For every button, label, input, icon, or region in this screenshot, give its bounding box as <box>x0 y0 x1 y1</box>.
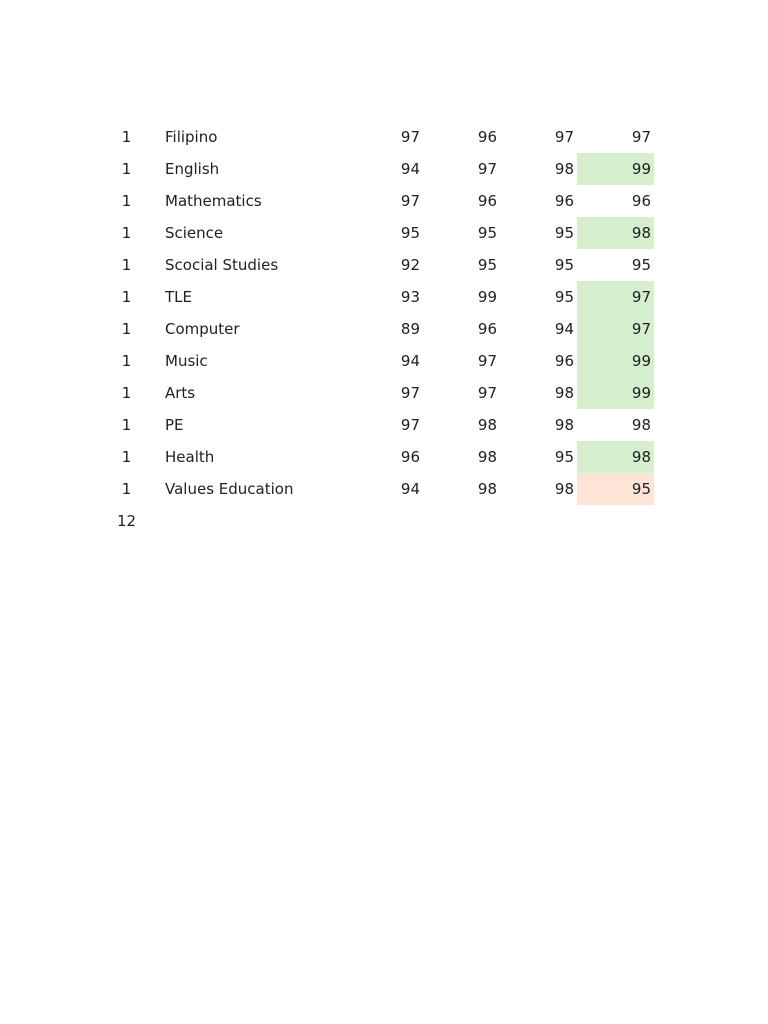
grade-cell: 94 <box>400 160 420 178</box>
grade-cell: 89 <box>400 320 420 338</box>
row-level-cell: 1 <box>121 128 132 146</box>
table-row: 1 TLE 93 99 95 97 <box>88 281 654 313</box>
row-level-cell: 1 <box>121 288 132 306</box>
grade-cell: 94 <box>554 320 574 338</box>
row-level-cell: 1 <box>121 448 132 466</box>
grade-cell: 99 <box>477 288 497 306</box>
q4-grade-cell: 95 <box>577 473 654 505</box>
grades-table: 1 Filipino 97 96 97 97 1 English 94 97 98 99 1 Mathem… <box>88 121 654 537</box>
row-level-cell: 1 <box>121 352 132 370</box>
subject-cell: TLE <box>165 288 192 306</box>
table-row: 1 Values Education 94 98 98 95 <box>88 473 654 505</box>
row-level-cell: 1 <box>121 384 132 402</box>
row-level-cell: 1 <box>121 320 132 338</box>
row-level-cell: 1 <box>121 416 132 434</box>
grade-cell: 97 <box>400 384 420 402</box>
grade-cell <box>423 505 500 537</box>
grade-cell: 97 <box>477 384 497 402</box>
subject-cell: Arts <box>165 384 196 402</box>
grade-cell: 97 <box>400 416 420 434</box>
grade-cell: 92 <box>400 256 420 274</box>
grade-cell: 95 <box>554 224 574 242</box>
grade-cell: 96 <box>554 192 574 210</box>
table-row: 1 PE 97 98 98 98 <box>88 409 654 441</box>
grade-cell: 94 <box>400 480 420 498</box>
grade-cell: 98 <box>554 384 574 402</box>
grade-cell: 95 <box>477 224 497 242</box>
q4-grade-cell: 99 <box>577 153 654 185</box>
grade-cell: 95 <box>554 288 574 306</box>
table-row: 1 Music 94 97 96 99 <box>88 345 654 377</box>
subject-cell: Health <box>165 448 215 466</box>
grade-cell: 97 <box>477 352 497 370</box>
grade-cell <box>346 505 423 537</box>
subject-cell: Scocial Studies <box>165 256 279 274</box>
table-row: 1 Science 95 95 95 98 <box>88 217 654 249</box>
grade-cell: 95 <box>400 224 420 242</box>
grade-cell: 98 <box>477 416 497 434</box>
subject-cell <box>165 505 346 537</box>
grade-cell: 96 <box>477 320 497 338</box>
q4-grade-cell: 98 <box>577 441 654 473</box>
table-row: 1 Filipino 97 96 97 97 <box>88 121 654 153</box>
grade-cell: 93 <box>400 288 420 306</box>
q4-grade-cell: 97 <box>631 128 651 146</box>
grade-cell: 97 <box>400 128 420 146</box>
grade-cell: 98 <box>477 448 497 466</box>
table-row: 1 Computer 89 96 94 97 <box>88 313 654 345</box>
grade-cell: 96 <box>477 192 497 210</box>
subject-cell: Computer <box>165 320 240 338</box>
subject-cell: PE <box>165 416 184 434</box>
q4-grade-cell <box>577 505 654 537</box>
grade-cell: 98 <box>477 480 497 498</box>
grade-cell: 94 <box>400 352 420 370</box>
table-row: 1 English 94 97 98 99 <box>88 153 654 185</box>
q4-grade-cell: 95 <box>631 256 651 274</box>
grade-cell: 96 <box>400 448 420 466</box>
row-level-cell: 12 <box>116 512 137 530</box>
row-level-cell: 1 <box>121 256 132 274</box>
q4-grade-cell: 98 <box>631 416 651 434</box>
table-row: 1 Mathematics 97 96 96 96 <box>88 185 654 217</box>
grade-cell: 95 <box>554 448 574 466</box>
row-level-cell: 1 <box>121 480 132 498</box>
row-level-cell: 1 <box>121 224 132 242</box>
grade-cell: 97 <box>477 160 497 178</box>
q4-grade-cell: 97 <box>577 281 654 313</box>
grade-cell: 97 <box>554 128 574 146</box>
q4-grade-cell: 98 <box>577 217 654 249</box>
grade-cell <box>500 505 577 537</box>
grade-cell: 98 <box>554 160 574 178</box>
grade-cell: 98 <box>554 416 574 434</box>
q4-grade-cell: 99 <box>577 345 654 377</box>
subject-cell: Science <box>165 224 224 242</box>
subject-cell: Values Education <box>165 480 294 498</box>
subject-cell: Mathematics <box>165 192 262 210</box>
table-row: 1 Arts 97 97 98 99 <box>88 377 654 409</box>
subject-cell: English <box>165 160 220 178</box>
subject-cell: Music <box>165 352 208 370</box>
grade-cell: 95 <box>554 256 574 274</box>
grades-table-body: 1 Filipino 97 96 97 97 1 English 94 97 98 99 1 Mathem… <box>88 121 654 537</box>
grade-cell: 96 <box>554 352 574 370</box>
table-row: 1 Scocial Studies 92 95 95 95 <box>88 249 654 281</box>
subject-cell: Filipino <box>165 128 218 146</box>
row-level-cell: 1 <box>121 192 132 210</box>
grade-cell: 97 <box>400 192 420 210</box>
q4-grade-cell: 96 <box>631 192 651 210</box>
table-row: 12 <box>88 505 654 537</box>
q4-grade-cell: 97 <box>577 313 654 345</box>
grade-cell: 98 <box>554 480 574 498</box>
q4-grade-cell: 99 <box>577 377 654 409</box>
table-row: 1 Health 96 98 95 98 <box>88 441 654 473</box>
grade-cell: 96 <box>477 128 497 146</box>
row-level-cell: 1 <box>121 160 132 178</box>
grade-cell: 95 <box>477 256 497 274</box>
